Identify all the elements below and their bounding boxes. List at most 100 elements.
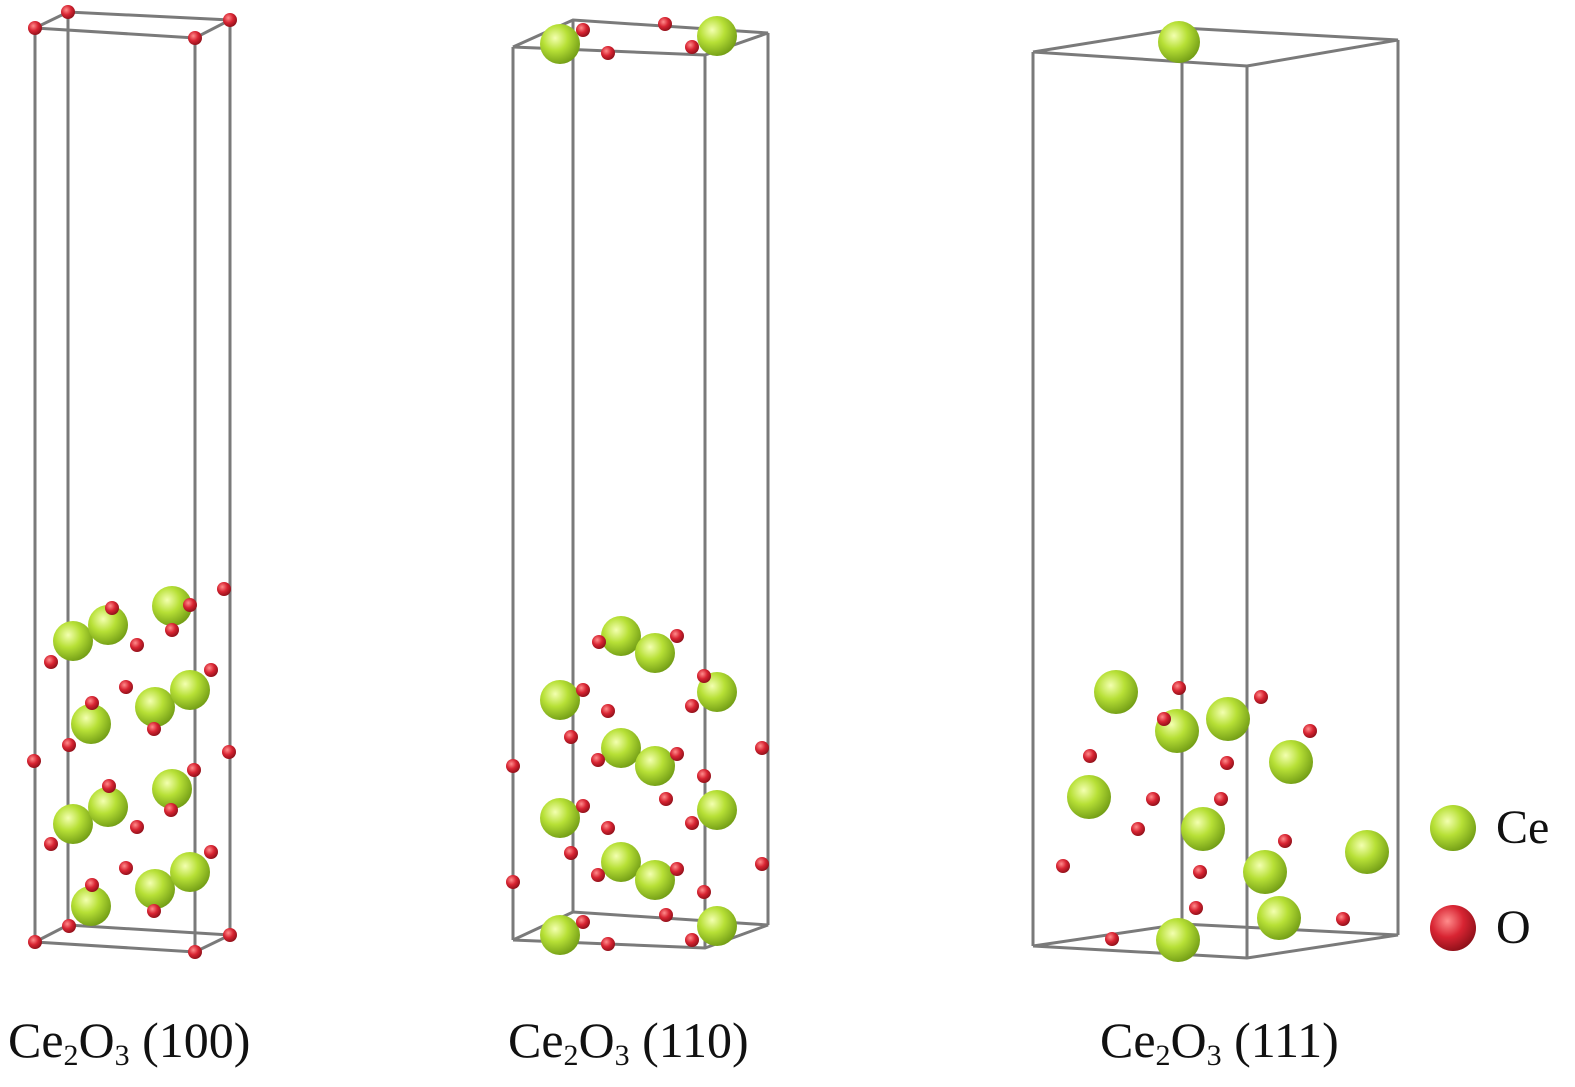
o-atom [102, 779, 116, 793]
o-atom [62, 919, 76, 933]
o-atom [44, 655, 58, 669]
o-atom [1172, 681, 1186, 695]
o-atom [755, 857, 769, 871]
o-atom [44, 837, 58, 851]
o-atom [85, 878, 99, 892]
ce-atom [170, 670, 210, 710]
ce-atom [71, 886, 111, 926]
o-atom [62, 738, 76, 752]
o-atom [222, 745, 236, 759]
ce-atom [540, 798, 580, 838]
o-atom [130, 638, 144, 652]
o-atom [591, 753, 605, 767]
o-atom [670, 747, 684, 761]
caption-111: Ce2O3 (111) [1100, 1012, 1339, 1072]
ce-atom [635, 633, 675, 673]
o-atom [670, 629, 684, 643]
ce-atom [601, 728, 641, 768]
o-atom [576, 23, 590, 37]
o-atom [1146, 792, 1160, 806]
legend-o-swatch [1430, 905, 1476, 951]
panel-100 [27, 5, 237, 959]
ce-atom [88, 787, 128, 827]
ce-atom [697, 906, 737, 946]
o-atom [659, 792, 673, 806]
unit-cell-100 [33, 10, 236, 954]
o-atom [1131, 822, 1145, 836]
o-atom [685, 699, 699, 713]
ce-atom [601, 616, 641, 656]
o-atom [1214, 792, 1228, 806]
o-atom [564, 730, 578, 744]
panel-111 [1031, 21, 1400, 962]
legend [1430, 805, 1476, 951]
o-atom [697, 669, 711, 683]
ce-atom [152, 586, 192, 626]
o-atom [188, 31, 202, 45]
ce-atom [1243, 850, 1287, 894]
o-atom [591, 868, 605, 882]
o-atom [685, 933, 699, 947]
o-atom [506, 875, 520, 889]
o-atom [658, 17, 672, 31]
o-atom [697, 769, 711, 783]
o-atom [564, 846, 578, 860]
o-atom [165, 623, 179, 637]
ce-atom [1158, 21, 1200, 63]
legend-label-ce: Ce [1496, 801, 1550, 854]
o-atom [130, 820, 144, 834]
ce-atom [635, 746, 675, 786]
o-atom [697, 885, 711, 899]
o-atom [1278, 834, 1292, 848]
o-atom [204, 845, 218, 859]
ce-atom [1257, 896, 1301, 940]
ce-atom [1156, 918, 1200, 962]
ce-atom [1269, 740, 1313, 784]
o-atom [1303, 724, 1317, 738]
o-atom [27, 754, 41, 768]
o-atom [223, 13, 237, 27]
ce-atom [135, 869, 175, 909]
ce-atom [601, 842, 641, 882]
ce-atom [1345, 830, 1389, 874]
atoms-100 [27, 5, 237, 959]
o-atom [28, 935, 42, 949]
o-atom [576, 683, 590, 697]
o-atom [601, 704, 615, 718]
ce-atom [1094, 670, 1138, 714]
o-atom [1083, 749, 1097, 763]
ce-atom [697, 16, 737, 56]
o-atom [1105, 932, 1119, 946]
ce-atom [540, 680, 580, 720]
ce-atom [1067, 775, 1111, 819]
o-atom [1157, 712, 1171, 726]
ce-atom [170, 852, 210, 892]
o-atom [601, 46, 615, 60]
o-atom [1220, 756, 1234, 770]
o-atom [592, 635, 606, 649]
o-atom [670, 862, 684, 876]
o-atom [1056, 859, 1070, 873]
ce-atom [152, 769, 192, 809]
o-atom [187, 763, 201, 777]
o-atom [755, 741, 769, 755]
o-atom [119, 680, 133, 694]
ce-atom [135, 687, 175, 727]
o-atom [685, 816, 699, 830]
ce-atom [53, 621, 93, 661]
o-atom [147, 722, 161, 736]
o-atom [28, 21, 42, 35]
caption-110: Ce2O3 (110) [508, 1012, 749, 1072]
ce-atom [71, 704, 111, 744]
o-atom [164, 803, 178, 817]
atoms-110 [506, 16, 769, 955]
ce-atom [88, 605, 128, 645]
o-atom [204, 663, 218, 677]
o-atom [1336, 912, 1350, 926]
o-atom [85, 696, 99, 710]
o-atom [147, 904, 161, 918]
ce-atom [1181, 807, 1225, 851]
o-atom [659, 908, 673, 922]
o-atom [183, 598, 197, 612]
